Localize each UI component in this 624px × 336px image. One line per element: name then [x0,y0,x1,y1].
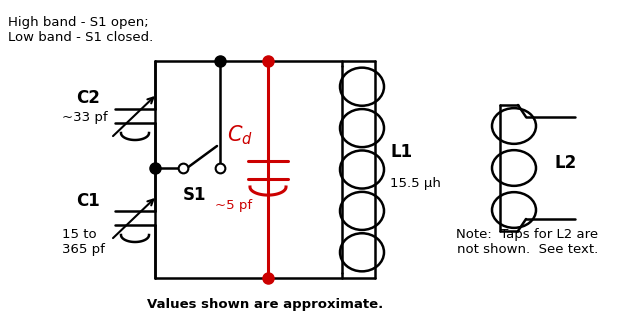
Text: 15.5 μh: 15.5 μh [390,177,441,191]
Text: ~5 pf: ~5 pf [215,199,253,211]
Text: Note:  Taps for L2 are
not shown.  See text.: Note: Taps for L2 are not shown. See tex… [456,228,598,256]
Text: High band - S1 open;
Low band - S1 closed.: High band - S1 open; Low band - S1 close… [8,16,154,44]
Text: L1: L1 [390,143,412,161]
Text: 15 to
365 pf: 15 to 365 pf [62,228,105,256]
Text: ~33 pf: ~33 pf [62,112,107,125]
Text: C2: C2 [76,89,100,107]
Text: L2: L2 [555,154,577,172]
Text: $\mathit{C_d}$: $\mathit{C_d}$ [227,123,253,147]
Text: Values shown are approximate.: Values shown are approximate. [147,298,383,311]
Text: S1: S1 [183,186,207,204]
Text: C1: C1 [76,192,100,210]
